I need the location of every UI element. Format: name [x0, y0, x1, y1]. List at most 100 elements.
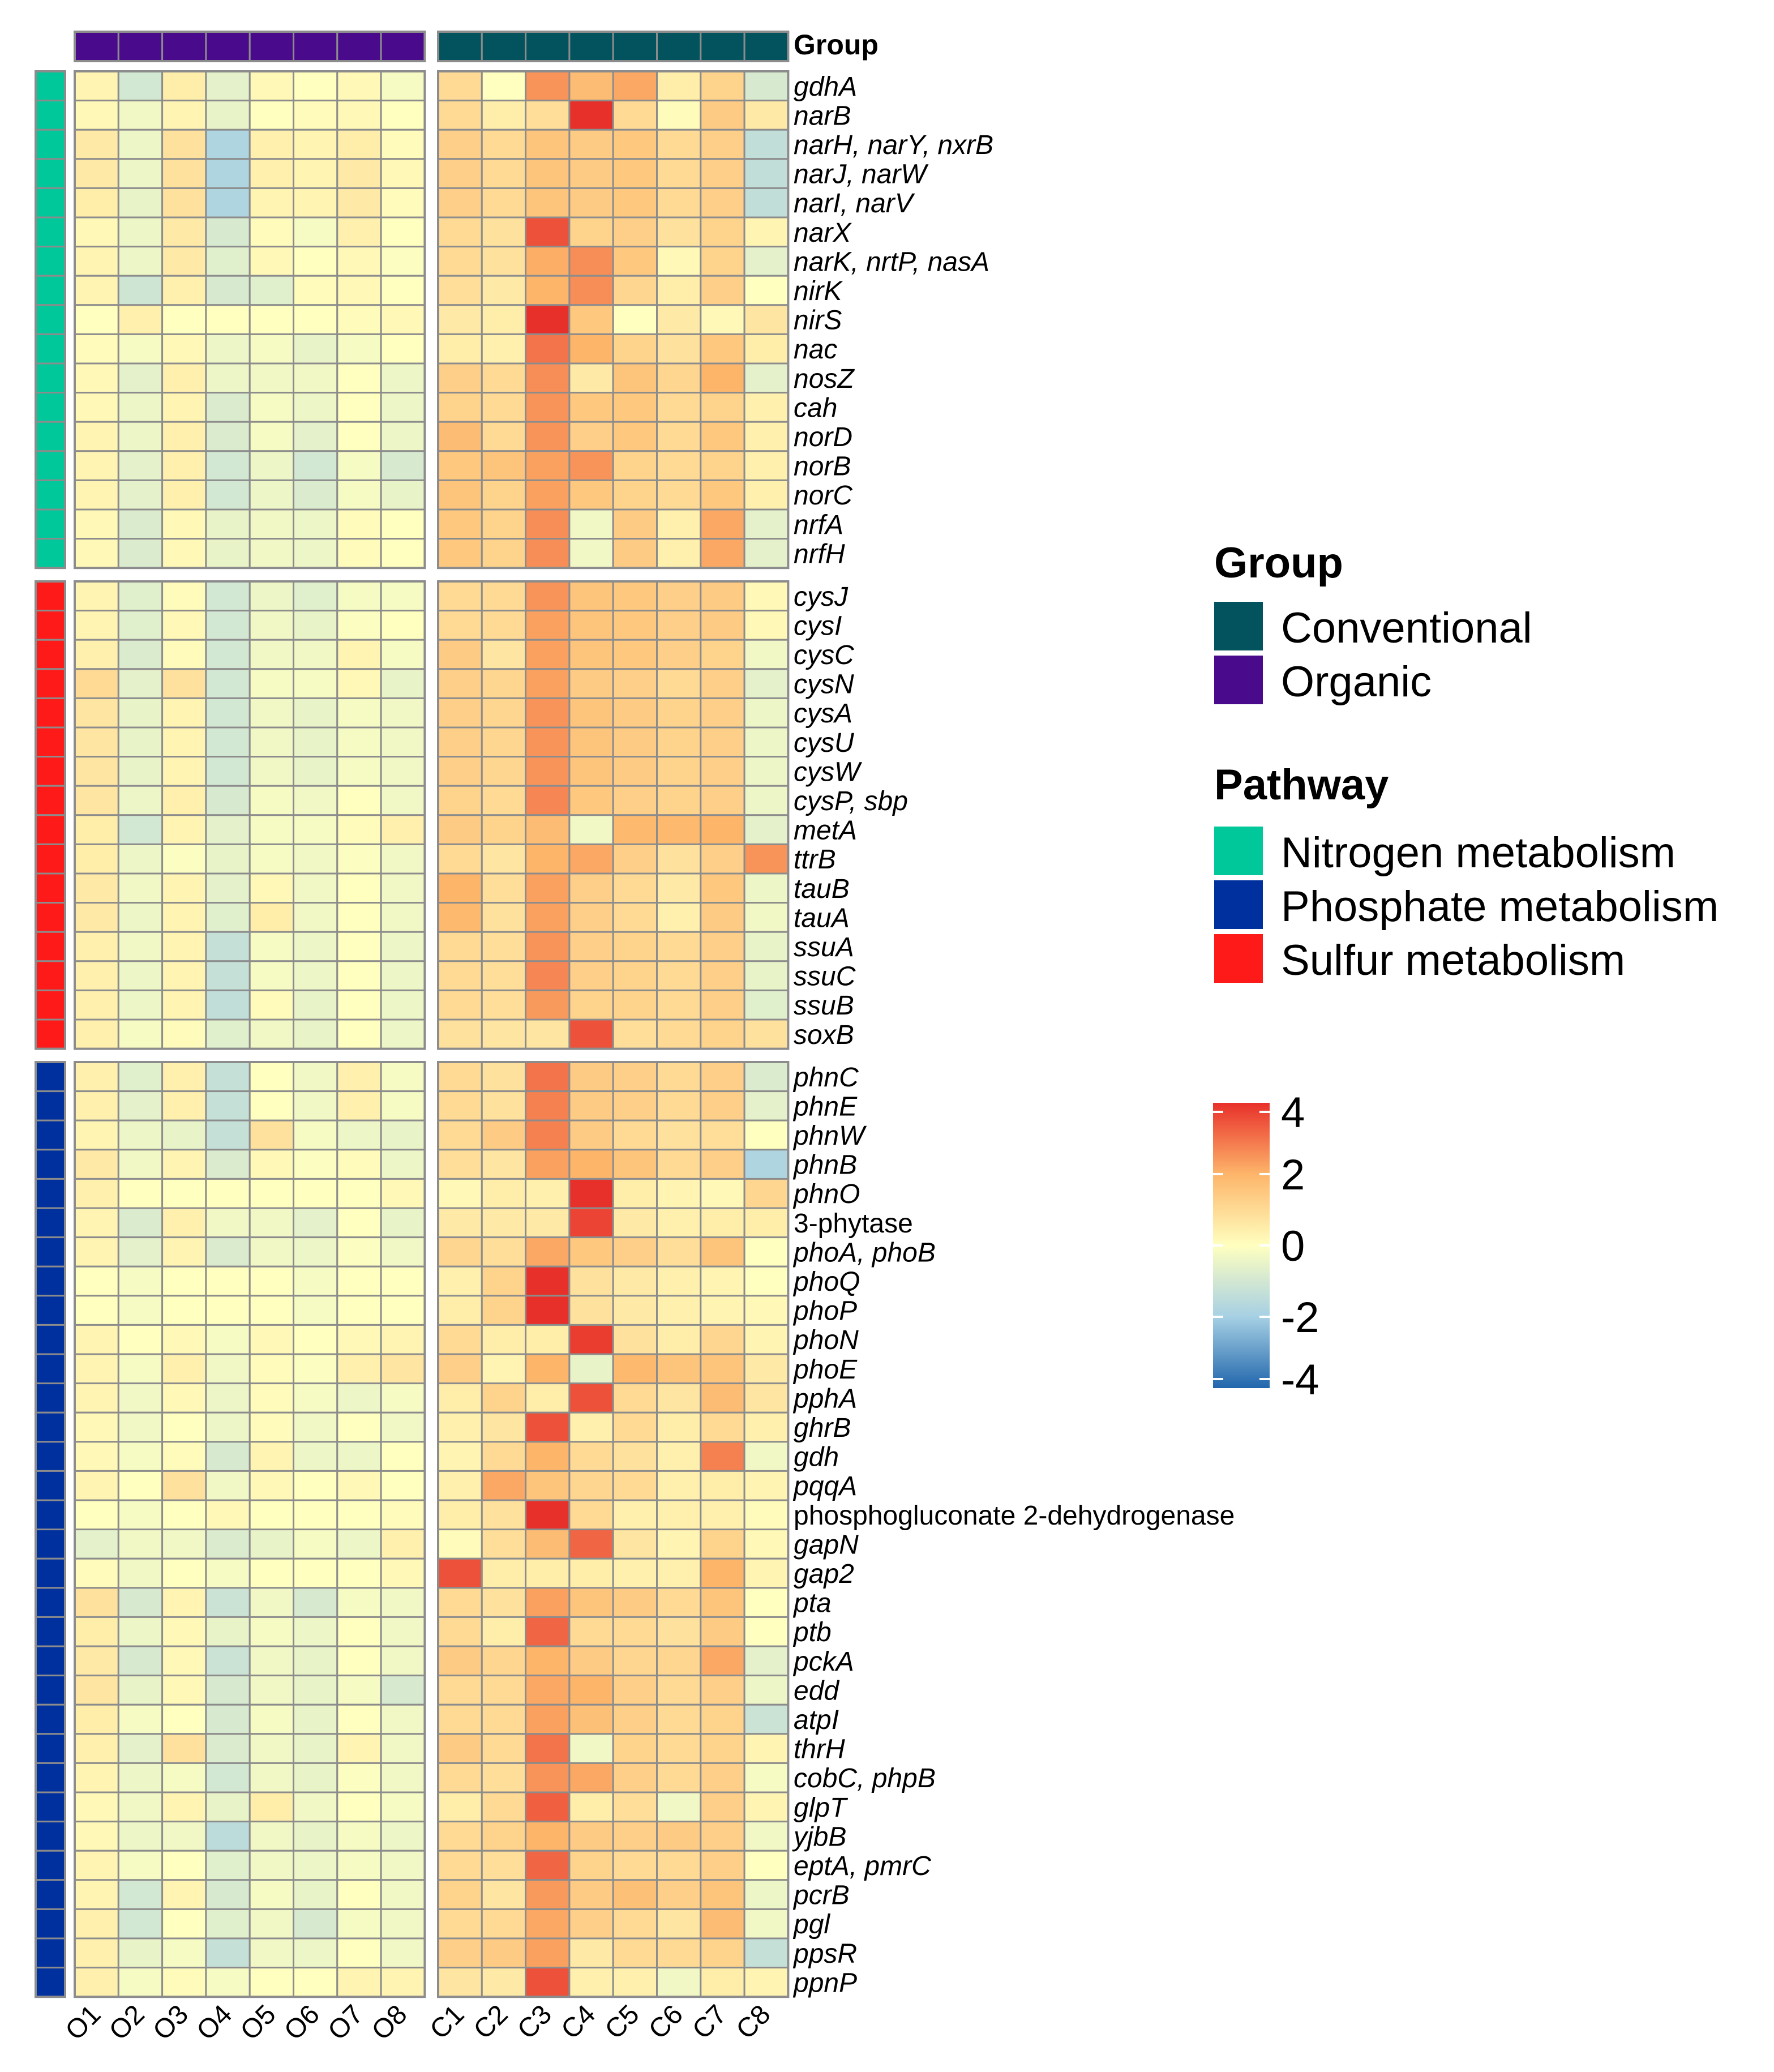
heatmap-cell — [117, 1470, 164, 1501]
heatmap-cell — [481, 129, 527, 160]
heatmap-cell — [743, 1908, 789, 1940]
heatmap-cell — [612, 275, 658, 306]
heatmap-cell — [700, 1821, 745, 1852]
pathway-annotation-cell — [35, 1967, 66, 1998]
group-annotation-cell-O3 — [161, 31, 207, 62]
heatmap-cell — [380, 158, 426, 189]
heatmap-cell — [437, 639, 483, 670]
heatmap-cell — [74, 362, 119, 394]
heatmap-cell — [336, 421, 382, 452]
heatmap-cell — [205, 1967, 251, 1998]
heatmap-cell — [700, 639, 745, 670]
heatmap-cell — [336, 1587, 382, 1618]
heatmap-cell — [293, 902, 338, 933]
heatmap-cell — [336, 1090, 382, 1121]
heatmap-cell — [612, 668, 658, 699]
heatmap-cell — [525, 1675, 571, 1706]
heatmap-cell — [74, 1587, 119, 1618]
heatmap-cell — [612, 785, 658, 816]
heatmap-cell — [437, 843, 483, 875]
heatmap-cell — [481, 1821, 527, 1852]
heatmap-cell — [161, 392, 207, 423]
heatmap-cell — [656, 1018, 702, 1050]
heatmap-cell — [525, 1090, 571, 1121]
heatmap-cell — [743, 1265, 789, 1297]
pathway-annotation-cell — [35, 726, 66, 758]
pathway-annotation-cell — [35, 479, 66, 511]
heatmap-cell — [743, 479, 789, 511]
row-label-phoP: phoP — [792, 1296, 857, 1326]
heatmap-cell — [205, 1616, 251, 1647]
heatmap-cell — [568, 70, 614, 102]
heatmap-cell — [700, 1879, 745, 1910]
heatmap-cell — [293, 931, 338, 962]
heatmap-cell — [568, 1090, 614, 1121]
heatmap-cell — [161, 785, 207, 816]
heatmap-cell — [117, 989, 164, 1021]
heatmap-cell — [161, 1353, 207, 1385]
heatmap-cell — [437, 1441, 483, 1472]
heatmap-cell — [380, 1178, 426, 1209]
heatmap-cell — [743, 610, 789, 641]
heatmap-cell — [248, 814, 295, 845]
heatmap-cell — [481, 216, 527, 248]
heatmap-cell — [700, 508, 745, 540]
heatmap-cell — [743, 304, 789, 335]
heatmap-cell — [568, 580, 614, 612]
heatmap-cell — [568, 1850, 614, 1881]
heatmap-cell — [248, 639, 295, 670]
heatmap-cell — [161, 1207, 207, 1239]
heatmap-cell — [481, 1937, 527, 1969]
heatmap-cell — [293, 1236, 338, 1268]
heatmap-cell — [117, 1529, 164, 1560]
heatmap-cell — [74, 1499, 119, 1531]
heatmap-cell — [525, 1762, 571, 1793]
heatmap-cell — [743, 814, 789, 845]
heatmap-cell — [656, 1090, 702, 1121]
column-label-O1: O1 — [60, 2000, 107, 2047]
heatmap-cell — [117, 392, 164, 423]
heatmap-cell — [568, 1967, 614, 1998]
heatmap-cell — [612, 70, 658, 102]
heatmap-cell — [248, 989, 295, 1021]
heatmap-cell — [205, 872, 251, 904]
heatmap-cell — [437, 1675, 483, 1706]
heatmap-cell — [74, 333, 119, 365]
heatmap-cell — [336, 1762, 382, 1793]
heatmap-cell — [481, 697, 527, 729]
heatmap-cell — [700, 1207, 745, 1239]
heatmap-cell — [568, 1178, 614, 1209]
row-label-nrfA: nrfA — [794, 510, 843, 540]
heatmap-cell — [117, 479, 164, 511]
heatmap-cell — [161, 1821, 207, 1852]
heatmap-cell — [161, 726, 207, 758]
group-annotation-cell-O2 — [117, 31, 164, 62]
heatmap-cell — [74, 1119, 119, 1151]
heatmap-cell — [380, 392, 426, 423]
heatmap-cell — [481, 1762, 527, 1793]
heatmap-cell — [656, 610, 702, 641]
heatmap-cell — [380, 1879, 426, 1910]
heatmap-cell — [293, 158, 338, 189]
heatmap-cell — [612, 216, 658, 248]
heatmap-cell — [743, 246, 789, 277]
heatmap-cell — [612, 726, 658, 758]
row-label-metA: metA — [794, 816, 857, 846]
heatmap-block-frame — [74, 1061, 426, 1998]
pathway-annotation-cell — [35, 129, 66, 160]
heatmap-cell — [74, 1733, 119, 1764]
heatmap-cell — [336, 187, 382, 219]
heatmap-cell — [743, 1937, 789, 1969]
heatmap-cell — [525, 1441, 571, 1472]
heatmap-cell — [336, 275, 382, 306]
row-label-norD: norD — [794, 422, 852, 452]
heatmap-cell — [74, 610, 119, 641]
heatmap-cell — [161, 610, 207, 641]
heatmap-cell — [117, 1236, 164, 1268]
heatmap-cell — [248, 1149, 295, 1180]
heatmap-cell — [248, 1207, 295, 1239]
heatmap-cell — [380, 1090, 426, 1121]
heatmap-cell — [117, 756, 164, 787]
heatmap-cell — [700, 1149, 745, 1180]
